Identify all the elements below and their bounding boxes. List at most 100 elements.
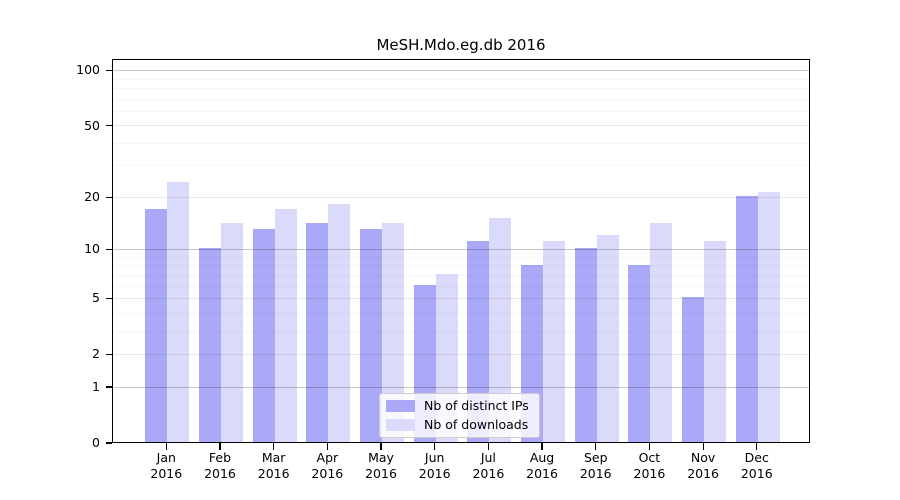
x-tick-mark — [648, 443, 650, 450]
x-tick-month: Jul — [480, 450, 496, 465]
chart-title: MeSH.Mdo.eg.db 2016 — [376, 36, 546, 54]
x-tick-mark — [595, 443, 597, 450]
x-tick-year: 2016 — [633, 466, 666, 481]
x-tick-label-nov: Nov 2016 — [673, 450, 733, 482]
bar-downloads-oct — [650, 223, 673, 442]
x-tick-label-jul: Jul 2016 — [458, 450, 518, 482]
y-tick-label: 20 — [84, 189, 100, 205]
x-tick-mark — [756, 443, 758, 450]
bar-downloads-feb — [220, 223, 243, 442]
x-tick-year: 2016 — [204, 466, 236, 481]
x-tick-label-jan: Jan 2016 — [136, 450, 196, 482]
x-tick-mark — [380, 443, 382, 450]
y-tick-label: 10 — [84, 241, 100, 257]
plot-area: Nb of distinct IPs Nb of downloads — [112, 59, 810, 443]
legend: Nb of distinct IPs Nb of downloads — [379, 393, 540, 438]
bar-downloads-apr — [328, 204, 351, 442]
x-tick-label-apr: Apr 2016 — [297, 450, 357, 482]
legend-swatch-downloads — [386, 418, 415, 432]
x-tick-year: 2016 — [740, 466, 773, 481]
bar-distinct-ips-apr — [306, 223, 329, 442]
bar-distinct-ips-mar — [252, 228, 275, 442]
x-tick-mark — [702, 443, 704, 450]
gridline-y-4 — [113, 313, 809, 314]
x-tick-label-aug: Aug 2016 — [512, 450, 572, 482]
bar-distinct-ips-dec — [735, 196, 758, 442]
gridline-y-80 — [113, 88, 809, 89]
x-tick-year: 2016 — [311, 466, 344, 481]
x-tick-label-sep: Sep 2016 — [566, 450, 626, 482]
x-tick-mark — [326, 443, 328, 450]
gridline-y-70 — [113, 99, 809, 100]
gridline-y-6 — [113, 286, 809, 287]
x-tick-label-feb: Feb 2016 — [190, 450, 250, 482]
bar-distinct-ips-oct — [628, 264, 651, 442]
y-tick-label: 0 — [92, 435, 100, 450]
bar-downloads-aug — [543, 241, 566, 442]
bar-downloads-sep — [596, 234, 619, 442]
x-tick-month: Oct — [638, 450, 661, 465]
y-tick-mark — [105, 353, 112, 355]
bar-distinct-ips-nov — [682, 297, 705, 442]
bar-downloads-jan — [167, 182, 190, 442]
x-tick-year: 2016 — [150, 466, 183, 481]
bar-downloads-mar — [274, 208, 297, 442]
y-tick-label: 5 — [92, 290, 100, 306]
y-tick-mark — [105, 196, 112, 198]
bar-downloads-jul — [489, 218, 512, 442]
x-tick-mark — [273, 443, 275, 450]
gridline-y-9 — [113, 257, 809, 258]
x-tick-year: 2016 — [579, 466, 612, 481]
x-tick-month: Jun — [424, 450, 445, 465]
x-tick-mark — [165, 443, 167, 450]
gridline-y-8 — [113, 265, 809, 266]
legend-swatch-distinct-ips — [386, 399, 415, 413]
x-tick-label-mar: Mar 2016 — [244, 450, 304, 482]
x-tick-label-may: May 2016 — [351, 450, 411, 482]
bar-distinct-ips-sep — [574, 248, 597, 442]
gridline-y-60 — [113, 111, 809, 112]
y-tick-mark — [105, 386, 112, 388]
gridline-y-100 — [113, 70, 809, 72]
gridline-y-20 — [113, 196, 809, 198]
y-tick-label: 1 — [92, 379, 100, 395]
y-tick-label: 100 — [76, 62, 100, 78]
gridline-y-90 — [113, 79, 809, 80]
y-tick-mark — [105, 248, 112, 250]
x-tick-month: Dec — [744, 450, 769, 465]
x-tick-mark — [434, 443, 436, 450]
gridline-y-1 — [113, 386, 809, 388]
bar-distinct-ips-feb — [198, 248, 221, 442]
x-tick-month: Apr — [316, 450, 339, 465]
bar-distinct-ips-jul — [467, 241, 490, 442]
x-tick-mark — [487, 443, 489, 450]
y-tick-label: 2 — [92, 346, 100, 362]
x-tick-year: 2016 — [687, 466, 719, 481]
y-tick-mark — [105, 69, 112, 71]
bar-downloads-nov — [704, 241, 727, 442]
bar-downloads-dec — [757, 192, 780, 442]
x-tick-year: 2016 — [418, 466, 451, 481]
x-tick-label-dec: Dec 2016 — [727, 450, 787, 482]
x-tick-mark — [541, 443, 543, 450]
x-tick-month: Jan — [156, 450, 176, 465]
gridline-y-50 — [113, 125, 809, 127]
y-tick-mark — [105, 124, 112, 127]
gridline-y-5 — [113, 298, 809, 300]
bar-distinct-ips-may — [360, 228, 383, 442]
x-tick-year: 2016 — [257, 466, 290, 481]
x-tick-month: Feb — [208, 450, 232, 465]
legend-row-downloads: Nb of downloads — [386, 417, 529, 433]
x-tick-month: Sep — [583, 450, 608, 465]
y-tick-mark — [105, 297, 112, 299]
x-tick-year: 2016 — [472, 466, 505, 481]
bar-distinct-ips-jan — [145, 208, 168, 442]
gridline-y-2 — [113, 354, 809, 355]
gridline-y-40 — [113, 143, 809, 144]
y-tick-mark — [105, 442, 112, 444]
bar-downloads-may — [382, 223, 405, 442]
legend-label-downloads: Nb of downloads — [424, 417, 529, 432]
x-tick-mark — [219, 443, 221, 450]
x-tick-month: May — [368, 450, 394, 465]
gridline-y-30 — [113, 165, 809, 166]
